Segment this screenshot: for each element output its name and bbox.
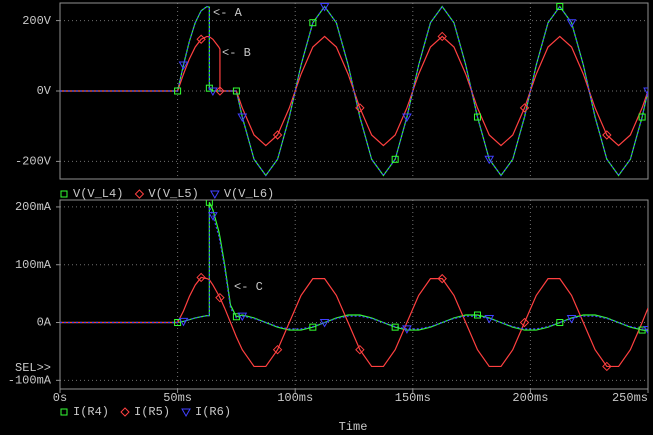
marker-triangle (181, 408, 191, 418)
x-tick-label: 50ms (163, 391, 192, 405)
x-tick-label: 200ms (512, 391, 548, 405)
y-tick-label: -200V (15, 155, 52, 169)
marker-triangle (208, 212, 218, 221)
y-tick-label: 0V (37, 84, 52, 98)
marker-square (309, 323, 317, 331)
y-tick-label: 0A (37, 316, 52, 330)
x-axis-label: Time (339, 420, 368, 434)
marker-triangle (178, 61, 189, 70)
annotation: <- C (234, 280, 263, 294)
series-line (60, 202, 648, 332)
legend-label: V(V_L5) (148, 187, 198, 201)
series-line (60, 5, 648, 177)
y-tick-label: -100mA (8, 374, 52, 388)
marker-triangle (237, 113, 248, 123)
series-line (60, 5, 648, 177)
marker-diamond (215, 292, 225, 303)
series-line (60, 206, 648, 331)
marker-square (638, 113, 646, 121)
legend-label: V(V_L6) (224, 187, 274, 201)
marker-triangle (237, 312, 248, 322)
marker-diamond (134, 189, 145, 199)
marker-triangle (484, 314, 495, 324)
marker-diamond (355, 344, 365, 355)
marker-square (60, 408, 68, 416)
x-tick-label: 100ms (277, 391, 313, 405)
marker-triangle (643, 325, 648, 335)
marker-triangle (566, 314, 577, 324)
marker-triangle (402, 325, 412, 334)
marker-square (473, 113, 481, 121)
marker-diamond (437, 31, 447, 42)
grid (59, 200, 649, 389)
marker-square (473, 311, 481, 319)
marker-square (556, 3, 564, 11)
marker-triangle (402, 113, 412, 123)
marker-triangle (566, 19, 577, 28)
marker-square (391, 323, 399, 331)
marker-triangle (319, 3, 330, 12)
marker-diamond (272, 130, 283, 140)
marker-diamond (602, 130, 612, 140)
x-tick-label: 150ms (395, 391, 431, 405)
marker-diamond (215, 86, 225, 96)
marker-diamond (120, 407, 130, 417)
marker-square (232, 313, 240, 321)
marker-diamond (196, 272, 206, 283)
marker-triangle (643, 87, 648, 97)
legend-label: I(R5) (134, 405, 170, 419)
plot-area (60, 3, 648, 177)
marker-triangle (209, 190, 220, 200)
marker-triangle (178, 317, 189, 327)
y-tick-label: 200V (22, 14, 52, 28)
legend-label: I(R6) (195, 405, 231, 419)
marker-diamond (602, 361, 612, 372)
selection-label: SEL>> (15, 361, 51, 375)
marker-diamond (519, 103, 530, 113)
marker-square (232, 87, 240, 95)
annotation: <- A (213, 6, 243, 20)
marker-triangle (484, 155, 495, 165)
x-tick-label: 0s (53, 391, 67, 405)
x-tick-label: 250ms (612, 391, 648, 405)
marker-square (205, 200, 213, 206)
marker-diamond (437, 273, 447, 284)
marker-square (391, 155, 399, 163)
marker-square (556, 319, 564, 327)
marker-diamond (272, 344, 283, 355)
marker-square (174, 87, 182, 95)
series-line (60, 35, 648, 147)
marker-square (309, 19, 317, 27)
marker-diamond (196, 34, 206, 44)
legend-label: I(R4) (73, 405, 109, 419)
plot-area (60, 200, 648, 372)
plot-frame (59, 199, 649, 390)
y-tick-label: 100mA (15, 258, 52, 272)
marker-triangle (319, 319, 330, 328)
marker-square (638, 326, 646, 334)
marker-triangle (208, 87, 218, 97)
marker-diamond (519, 317, 530, 328)
marker-square (60, 190, 68, 198)
y-tick-label: 200mA (15, 200, 52, 214)
series-line (60, 276, 648, 368)
marker-diamond (355, 103, 365, 113)
legend-label: V(V_L4) (73, 187, 123, 201)
annotation: <- B (222, 46, 251, 60)
marker-square (174, 319, 182, 327)
